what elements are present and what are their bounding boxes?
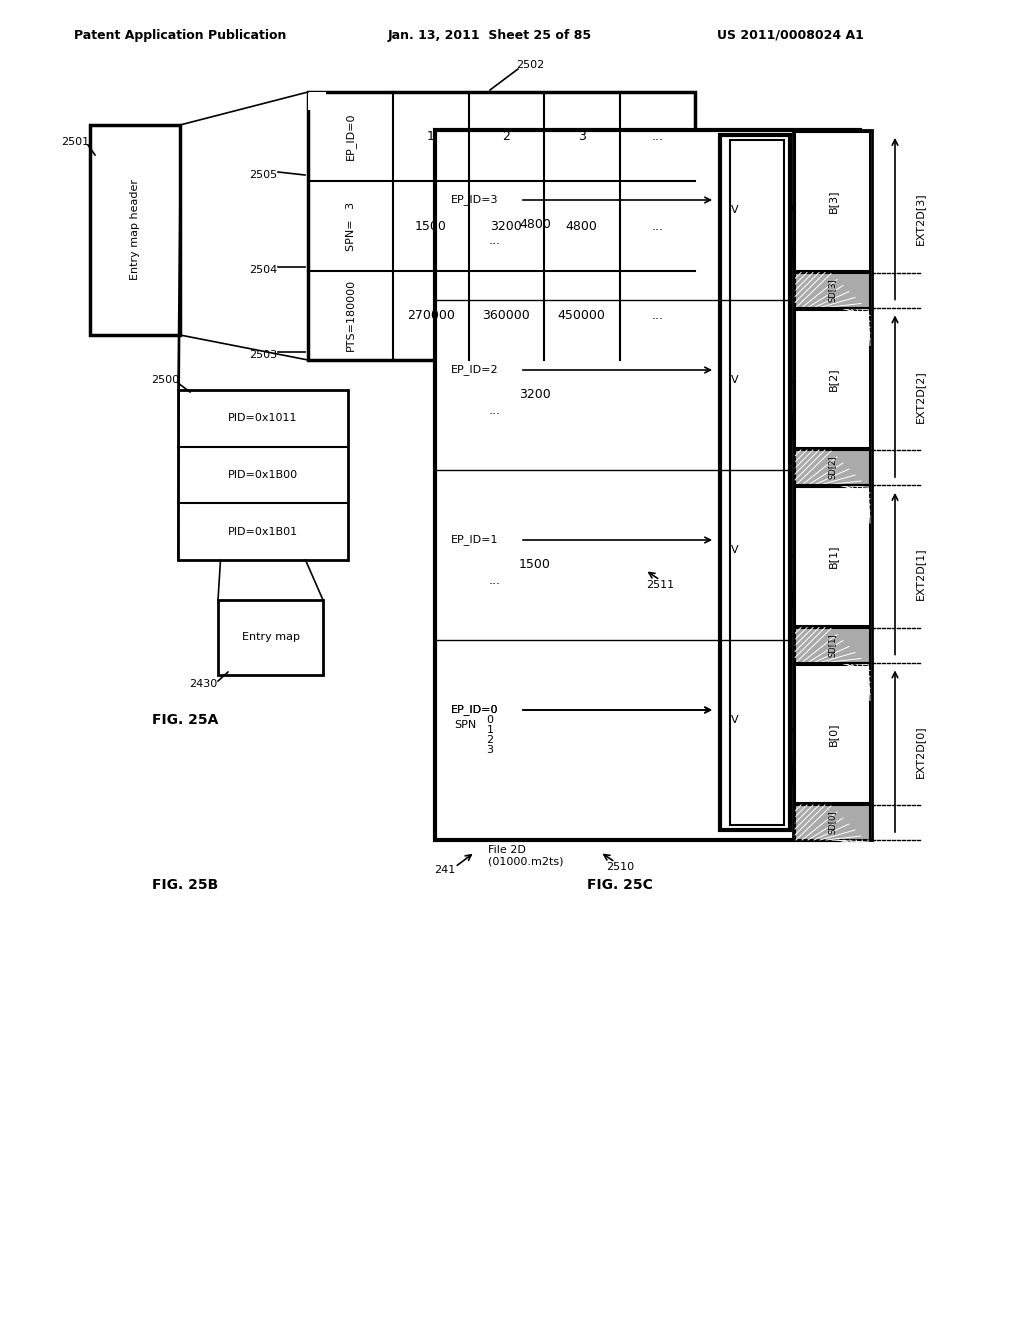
Text: 2503: 2503 <box>249 350 278 360</box>
Bar <box>795 450 870 484</box>
Text: EP_ID=3: EP_ID=3 <box>452 194 499 206</box>
Text: EXT2D[1]: EXT2D[1] <box>915 548 925 601</box>
Text: ...: ... <box>651 131 664 143</box>
Text: 2: 2 <box>503 131 510 143</box>
Text: 2505: 2505 <box>249 170 278 180</box>
Text: EP_ID=0: EP_ID=0 <box>452 705 499 715</box>
Text: 0: 0 <box>486 715 494 725</box>
Text: 1: 1 <box>486 725 494 735</box>
Text: File 2D: File 2D <box>488 845 526 855</box>
Bar <box>795 627 870 663</box>
Bar <box>435 129 860 840</box>
Text: 2430: 2430 <box>188 678 217 689</box>
Text: V: V <box>731 715 738 725</box>
Text: 2500: 2500 <box>151 375 179 385</box>
Text: FIG. 25C: FIG. 25C <box>587 878 653 892</box>
Text: SD[0]: SD[0] <box>828 810 837 834</box>
Bar <box>795 664 870 803</box>
Bar <box>795 132 870 271</box>
Text: 2501: 2501 <box>61 137 89 147</box>
Text: 3200: 3200 <box>490 219 522 232</box>
Text: ...: ... <box>651 219 664 232</box>
Text: PID=0x1B00: PID=0x1B00 <box>228 470 298 480</box>
Bar <box>793 129 872 840</box>
Text: SPN: SPN <box>454 719 476 730</box>
Bar <box>308 92 695 360</box>
Text: 1500: 1500 <box>415 219 446 232</box>
Text: Entry map: Entry map <box>242 632 299 643</box>
Text: EXT2D[0]: EXT2D[0] <box>915 725 925 777</box>
Text: (01000.m2ts): (01000.m2ts) <box>488 857 563 867</box>
Text: V: V <box>731 205 738 215</box>
Text: ...: ... <box>489 573 501 586</box>
Text: EP_ID=2: EP_ID=2 <box>452 364 499 375</box>
Text: 3: 3 <box>486 744 494 755</box>
Text: 360000: 360000 <box>482 309 530 322</box>
Text: 270000: 270000 <box>407 309 455 322</box>
Text: B[0]: B[0] <box>827 722 838 746</box>
Text: ...: ... <box>489 404 501 417</box>
FancyBboxPatch shape <box>308 92 326 110</box>
Text: 3: 3 <box>578 131 586 143</box>
Text: SD[3]: SD[3] <box>828 279 837 302</box>
Text: 450000: 450000 <box>558 309 605 322</box>
Text: PID=0x1B01: PID=0x1B01 <box>228 527 298 537</box>
Text: 2511: 2511 <box>646 579 674 590</box>
Text: 2: 2 <box>486 735 494 744</box>
Text: 3200: 3200 <box>519 388 551 401</box>
Text: Entry map header: Entry map header <box>130 180 140 281</box>
Bar <box>795 487 870 626</box>
Text: FIG. 25A: FIG. 25A <box>152 713 218 727</box>
Text: V: V <box>731 375 738 385</box>
Text: 241: 241 <box>434 865 456 875</box>
Text: 2502: 2502 <box>516 59 544 70</box>
Text: 2504: 2504 <box>249 265 278 275</box>
Text: B[2]: B[2] <box>827 367 838 391</box>
Bar <box>178 389 348 560</box>
Bar <box>795 309 870 447</box>
Text: 4800: 4800 <box>519 219 551 231</box>
Text: B[3]: B[3] <box>827 190 838 213</box>
Text: EXT2D[3]: EXT2D[3] <box>915 193 925 246</box>
Text: FIG. 25B: FIG. 25B <box>152 878 218 892</box>
Text: EP_ID=0: EP_ID=0 <box>345 114 356 161</box>
Text: SD[1]: SD[1] <box>828 634 837 657</box>
Text: 4800: 4800 <box>566 219 598 232</box>
Text: Jan. 13, 2011  Sheet 25 of 85: Jan. 13, 2011 Sheet 25 of 85 <box>388 29 592 41</box>
Text: PTS=180000: PTS=180000 <box>345 280 355 351</box>
Text: V: V <box>731 545 738 554</box>
Text: Patent Application Publication: Patent Application Publication <box>74 29 286 41</box>
Bar <box>90 125 180 335</box>
Text: EP_ID=0: EP_ID=0 <box>452 705 499 715</box>
Text: EP_ID=1: EP_ID=1 <box>452 535 499 545</box>
Text: PID=0x1011: PID=0x1011 <box>228 413 298 424</box>
Text: B[1]: B[1] <box>827 544 838 568</box>
Text: SD[2]: SD[2] <box>828 455 837 479</box>
Text: EXT2D[2]: EXT2D[2] <box>915 370 925 422</box>
Text: SPN=   3: SPN= 3 <box>345 202 355 251</box>
Bar <box>795 805 870 840</box>
Text: 1: 1 <box>427 131 434 143</box>
Bar <box>730 140 784 825</box>
Bar <box>795 272 870 308</box>
Text: US 2011/0008024 A1: US 2011/0008024 A1 <box>717 29 863 41</box>
Text: ...: ... <box>651 309 664 322</box>
Text: 2510: 2510 <box>606 862 634 873</box>
Bar <box>720 135 790 830</box>
Bar <box>218 601 323 675</box>
Text: ...: ... <box>489 234 501 247</box>
Text: 1500: 1500 <box>519 558 551 572</box>
